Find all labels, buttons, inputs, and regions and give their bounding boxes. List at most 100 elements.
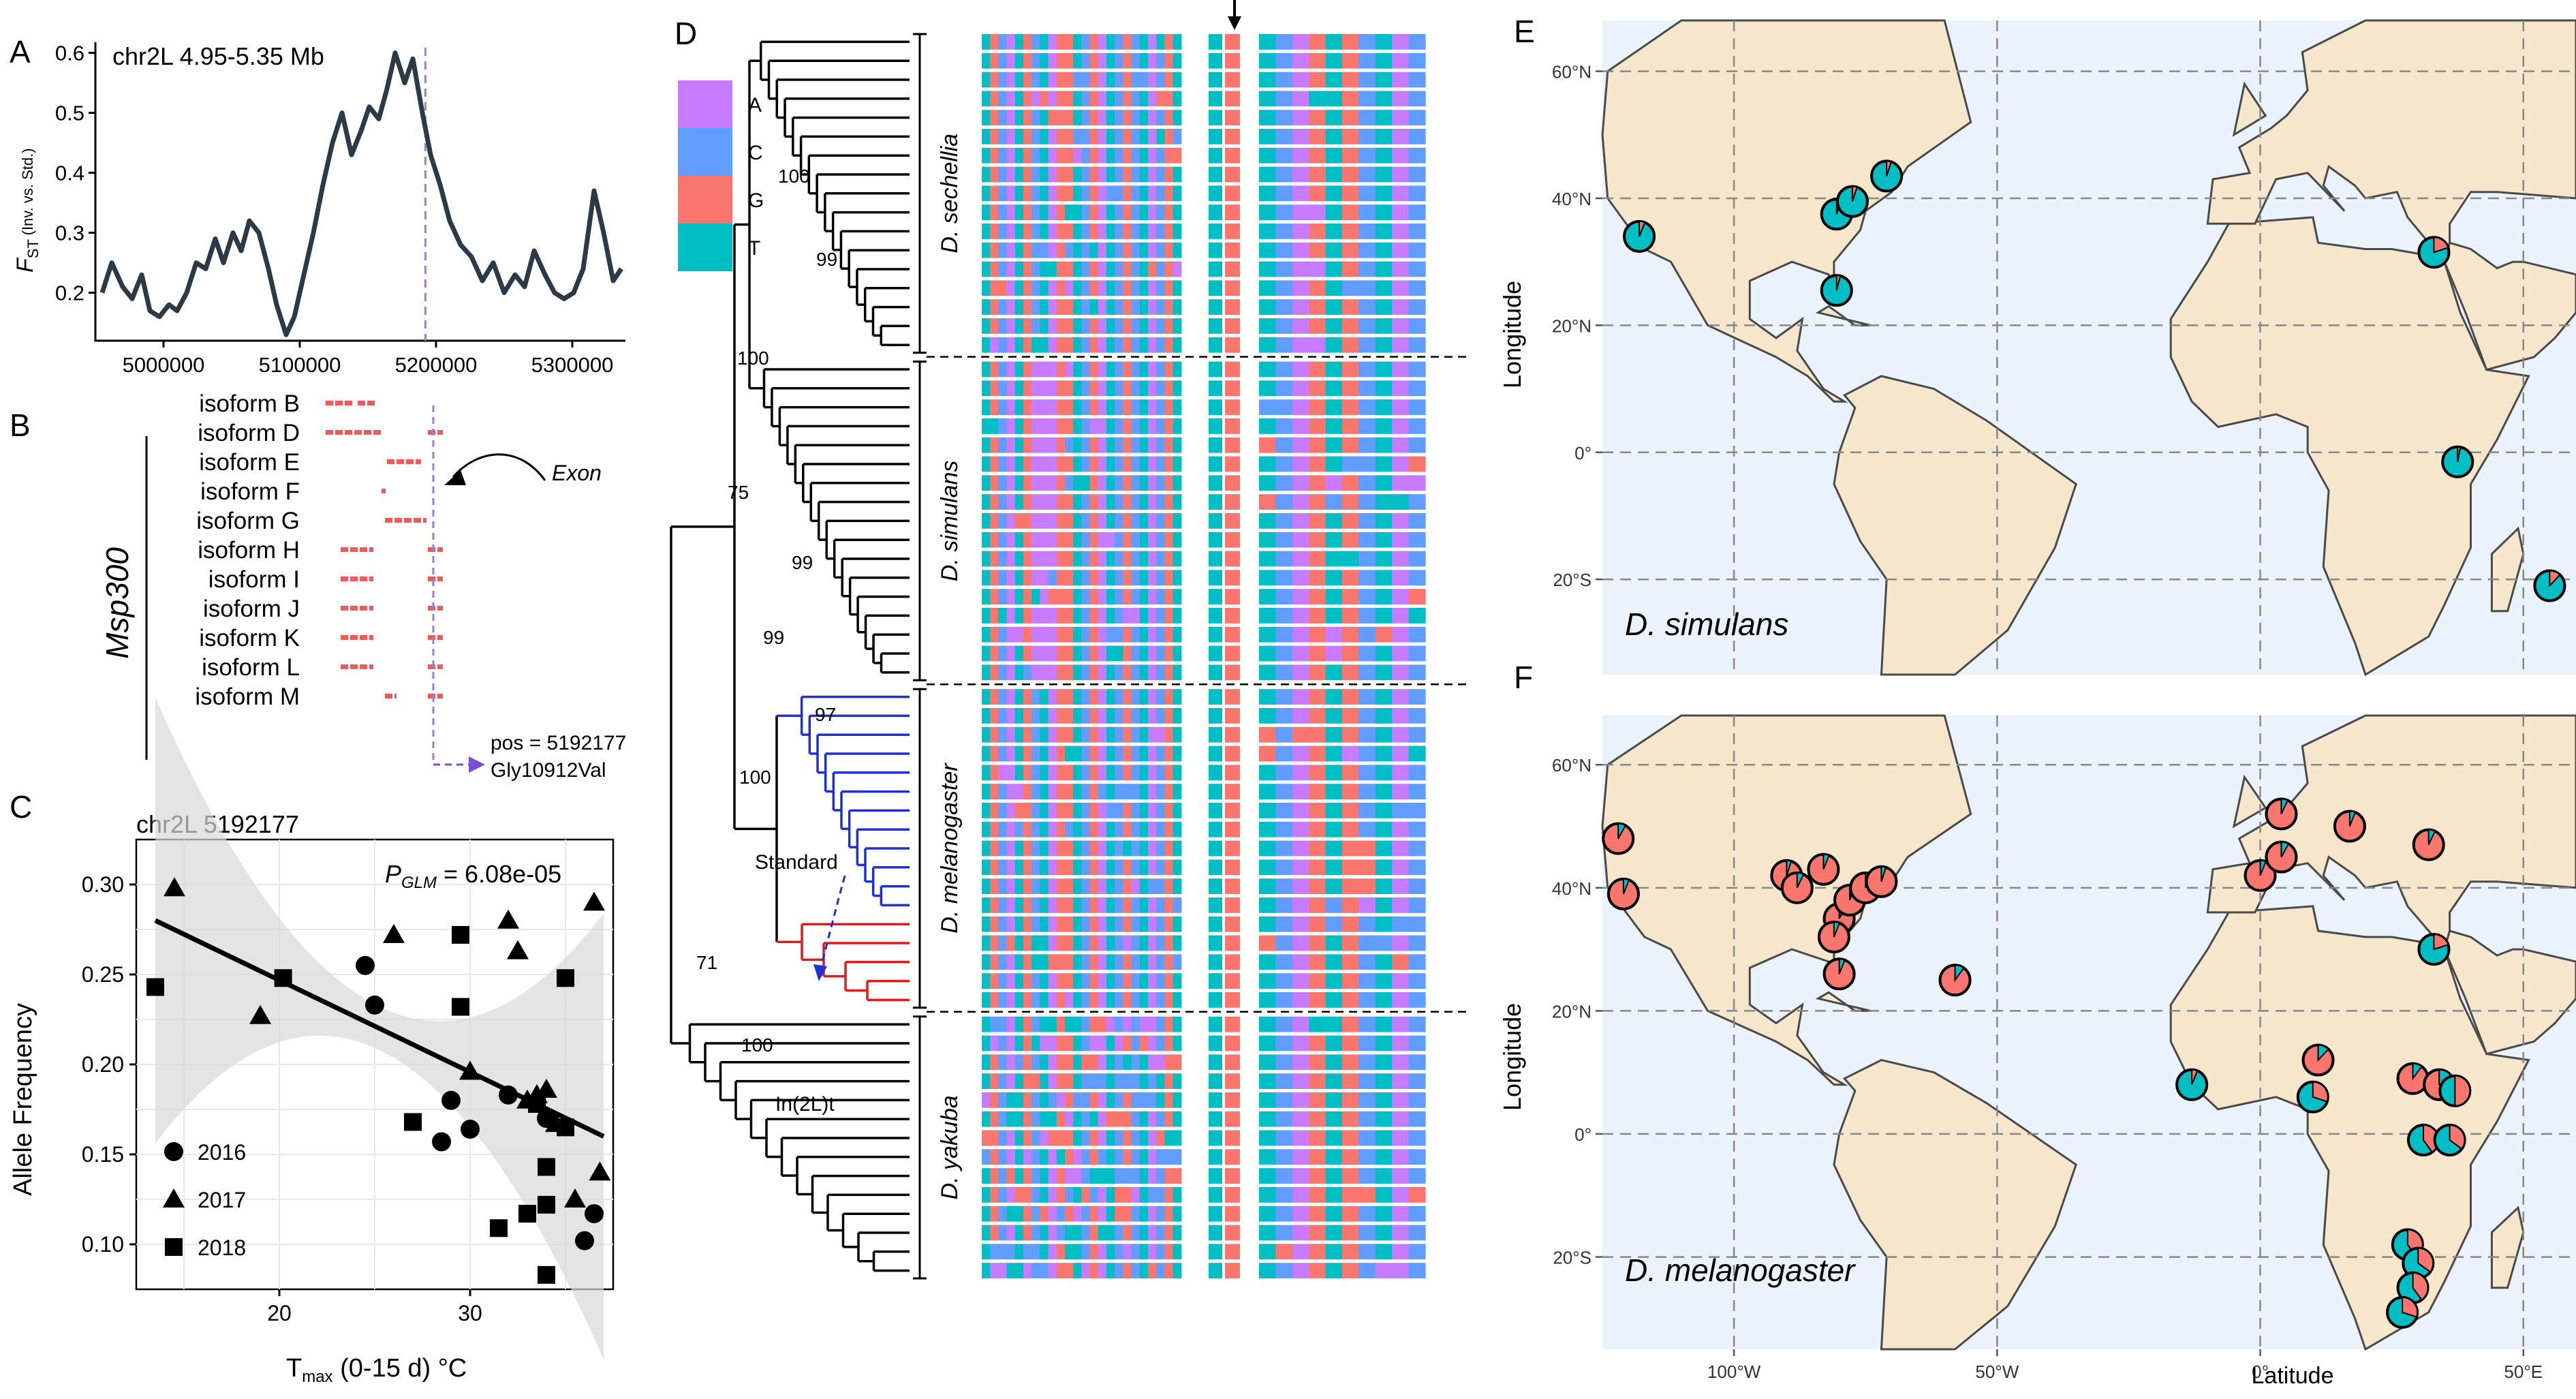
alignment-cell [1292, 418, 1309, 434]
alignment-cell [1309, 626, 1326, 643]
alignment-cell [1375, 1205, 1393, 1222]
alignment-cell [1342, 1149, 1359, 1165]
alignment-cell [1006, 261, 1016, 277]
alignment-cell [1048, 1263, 1057, 1278]
point-2018 [557, 969, 574, 987]
alignment-cell [1259, 626, 1276, 643]
alignment-cell [1408, 242, 1426, 258]
alignment-cell [1106, 1205, 1115, 1222]
alignment-cell [1139, 494, 1149, 510]
alignment-cell [998, 1016, 1008, 1032]
alignment-cell [1081, 299, 1091, 315]
alignment-cell [1259, 726, 1276, 743]
alignment-cell [1164, 570, 1174, 586]
alignment-cell [1148, 1168, 1157, 1184]
alignment-cell [1106, 859, 1115, 876]
exon-segment [360, 576, 367, 581]
alignment-cell [1023, 318, 1032, 334]
alignment-cell [982, 1168, 991, 1184]
pie-slice [1880, 865, 1887, 882]
alignment-cell [1131, 878, 1140, 894]
alignment-cell [982, 645, 991, 662]
alignment-cell [990, 185, 999, 202]
alignment-cell [990, 532, 999, 548]
alignment-cell [998, 532, 1008, 548]
alignment-cell [1106, 380, 1115, 397]
panel-f-x-label: Latitude [2252, 1363, 2334, 1389]
alignment-cell [1073, 840, 1082, 857]
alignment-cell [1209, 897, 1222, 913]
alignment-cell [1048, 1016, 1057, 1032]
legend-swatch-C [678, 128, 732, 176]
alignment-cell [1106, 1016, 1115, 1032]
population-pie [2265, 840, 2298, 874]
bootstrap-value: 100 [739, 767, 771, 788]
alignment-cell [1098, 1130, 1107, 1146]
alignment-cell [1408, 1035, 1426, 1051]
alignment-cell [1115, 280, 1123, 296]
alignment-cell [1115, 935, 1123, 951]
population-pie [1817, 921, 1850, 954]
alignment-cell [1342, 166, 1359, 183]
alignment-cell [1209, 456, 1222, 472]
alignment-cell [1408, 859, 1426, 876]
snp-cell [1225, 1092, 1240, 1108]
alignment-cell [1259, 34, 1276, 50]
alignment-cell [1392, 1073, 1410, 1089]
alignment-cell [1056, 626, 1066, 643]
alignment-cell [1375, 129, 1393, 144]
alignment-cell [1275, 437, 1293, 453]
alignment-cell [1359, 859, 1376, 876]
bootstrap-value: 100 [737, 348, 769, 369]
alignment-cell [1139, 299, 1149, 315]
alignment-cell [982, 954, 991, 970]
alignment-cell [1139, 337, 1149, 353]
alignment-cell [1089, 147, 1099, 164]
alignment-cell [1040, 608, 1049, 624]
alignment-cell [1115, 1187, 1123, 1203]
alignment-cell [1375, 551, 1393, 567]
alignment-cell [1073, 1149, 1082, 1165]
population-pie [1602, 822, 1635, 855]
alignment-cell [1014, 821, 1024, 837]
alignment-cell [1275, 532, 1293, 548]
alignment-cell [1014, 745, 1024, 762]
alignment-cell [1173, 608, 1182, 624]
alignment-cell [1259, 859, 1276, 876]
alignment-cell [1259, 318, 1276, 334]
alignment-cell [1123, 897, 1132, 913]
alignment-cell [1081, 859, 1091, 876]
alignment-cell [1309, 821, 1326, 837]
alignment-cell [1073, 1187, 1082, 1203]
landmass [1833, 375, 2077, 676]
alignment-cell [1359, 1205, 1376, 1222]
alignment-cell [1023, 166, 1032, 183]
alignment-cell [1048, 475, 1057, 491]
alignment-cell [1309, 185, 1326, 202]
alignment-cell [1115, 91, 1123, 107]
alignment-cell [1023, 645, 1032, 662]
alignment-cell [1056, 551, 1066, 567]
alignment-cell [1123, 513, 1132, 529]
alignment-cell [1131, 129, 1140, 144]
alignment-cell [1106, 992, 1115, 1008]
alignment-cell [1065, 224, 1074, 239]
alignment-cell [1115, 551, 1123, 567]
alignment-cell [1081, 626, 1091, 643]
alignment-cell [1089, 34, 1099, 50]
alignment-cell [990, 1035, 999, 1051]
alignment-cell [1098, 91, 1107, 107]
alignment-cell [1292, 626, 1309, 643]
snp-cell [1225, 726, 1240, 743]
alignment-cell [1325, 110, 1343, 125]
alignment-cell [1081, 645, 1091, 662]
alignment-cell [1123, 689, 1132, 705]
alignment-cell [1173, 299, 1182, 315]
alignment-cell [1148, 1244, 1157, 1260]
alignment-cell [1014, 147, 1024, 164]
alignment-cell [1309, 589, 1326, 604]
alignment-cell [1392, 299, 1410, 315]
alignment-cell [1292, 935, 1309, 951]
alignment-cell [1056, 337, 1066, 353]
alignment-cell [1148, 916, 1157, 932]
